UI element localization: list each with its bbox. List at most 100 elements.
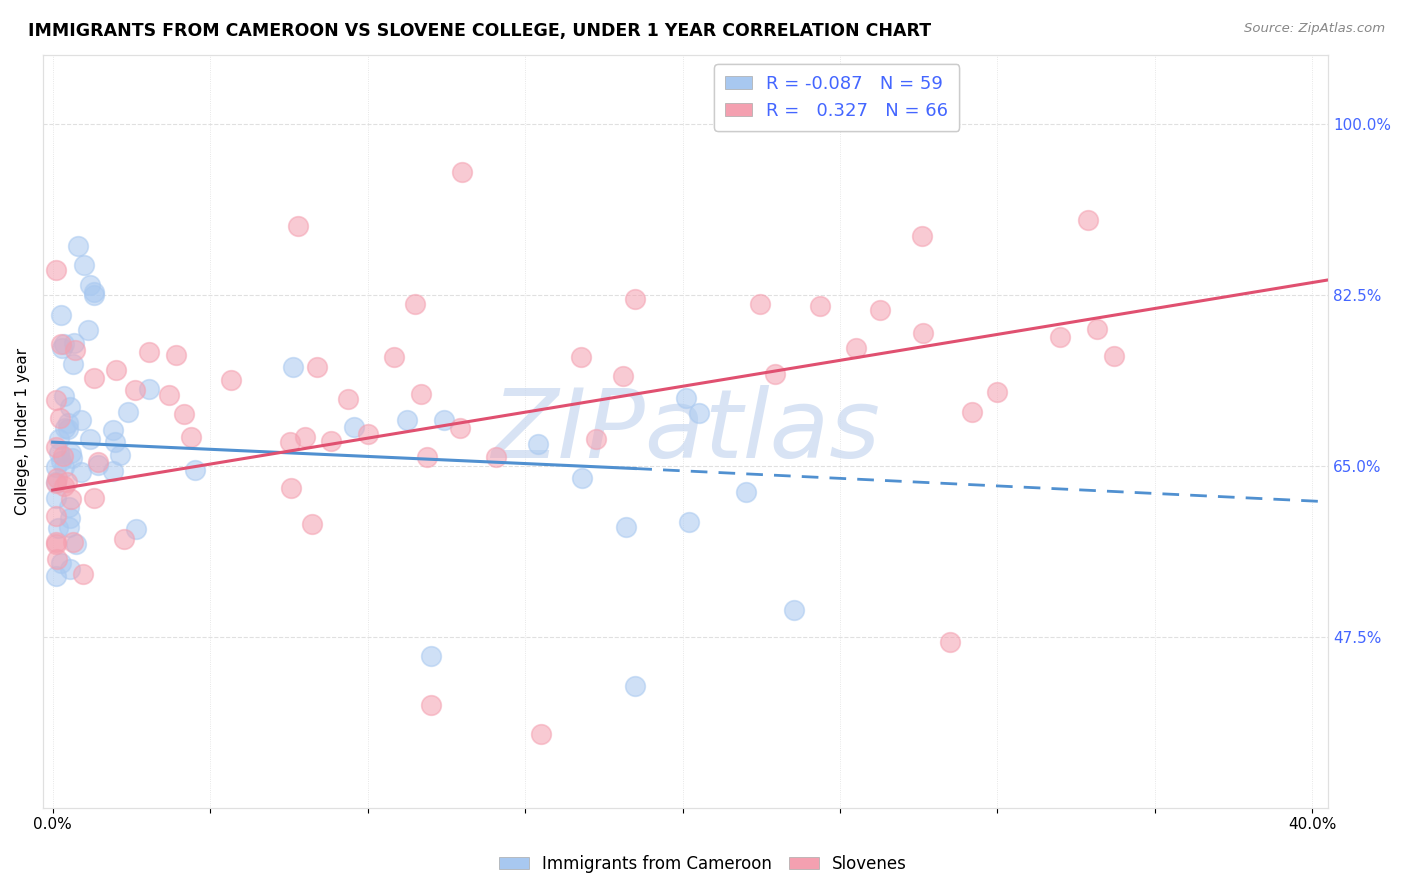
Point bbox=[294, 430, 316, 444]
Point bbox=[124, 383, 146, 397]
Point bbox=[45, 440, 67, 454]
Point bbox=[62, 534, 84, 549]
Point bbox=[76, 323, 98, 337]
Point bbox=[138, 344, 160, 359]
Point bbox=[49, 337, 72, 351]
Point bbox=[69, 465, 91, 479]
Point bbox=[585, 432, 607, 446]
Point bbox=[58, 520, 80, 534]
Y-axis label: College, Under 1 year: College, Under 1 year bbox=[15, 348, 30, 515]
Point bbox=[83, 285, 105, 300]
Point bbox=[419, 649, 441, 664]
Point bbox=[138, 382, 160, 396]
Point bbox=[60, 492, 83, 507]
Point bbox=[451, 165, 474, 179]
Point bbox=[45, 508, 67, 523]
Point bbox=[63, 343, 86, 357]
Point bbox=[184, 463, 207, 477]
Point bbox=[180, 430, 202, 444]
Point bbox=[103, 423, 125, 437]
Point bbox=[173, 407, 195, 421]
Point bbox=[911, 228, 934, 243]
Point bbox=[357, 426, 380, 441]
Point bbox=[56, 417, 79, 431]
Point bbox=[66, 238, 89, 252]
Point bbox=[415, 450, 437, 465]
Point bbox=[301, 517, 323, 532]
Point bbox=[485, 450, 508, 464]
Point bbox=[48, 432, 70, 446]
Point bbox=[1049, 330, 1071, 344]
Point bbox=[384, 350, 406, 364]
Point bbox=[845, 342, 868, 356]
Point bbox=[986, 385, 1008, 400]
Point bbox=[55, 475, 77, 489]
Point bbox=[104, 434, 127, 449]
Point bbox=[48, 521, 70, 535]
Point bbox=[58, 500, 80, 514]
Point bbox=[612, 368, 634, 383]
Point bbox=[530, 727, 553, 741]
Point bbox=[280, 481, 302, 495]
Point bbox=[939, 634, 962, 648]
Point bbox=[83, 287, 105, 301]
Point bbox=[56, 422, 79, 436]
Legend: R = -0.087   N = 59, R =   0.327   N = 66: R = -0.087 N = 59, R = 0.327 N = 66 bbox=[714, 64, 959, 131]
Point bbox=[45, 392, 67, 407]
Point bbox=[65, 537, 87, 551]
Point bbox=[159, 388, 181, 402]
Point bbox=[70, 413, 93, 427]
Point bbox=[45, 491, 67, 505]
Point bbox=[108, 448, 131, 462]
Point bbox=[53, 459, 76, 474]
Point bbox=[83, 491, 105, 505]
Point bbox=[45, 537, 67, 551]
Point bbox=[87, 458, 110, 473]
Point bbox=[569, 350, 592, 364]
Point bbox=[62, 358, 84, 372]
Point bbox=[911, 326, 934, 340]
Point bbox=[45, 460, 67, 475]
Point bbox=[336, 392, 359, 406]
Point bbox=[52, 449, 75, 463]
Point bbox=[79, 432, 101, 446]
Point bbox=[419, 698, 441, 712]
Point bbox=[60, 451, 83, 466]
Point bbox=[449, 421, 471, 435]
Text: IMMIGRANTS FROM CAMEROON VS SLOVENE COLLEGE, UNDER 1 YEAR CORRELATION CHART: IMMIGRANTS FROM CAMEROON VS SLOVENE COLL… bbox=[28, 22, 931, 40]
Point bbox=[104, 362, 127, 376]
Point bbox=[83, 371, 105, 385]
Legend: Immigrants from Cameroon, Slovenes: Immigrants from Cameroon, Slovenes bbox=[492, 848, 914, 880]
Point bbox=[526, 436, 548, 450]
Point bbox=[433, 413, 456, 427]
Point bbox=[319, 434, 342, 448]
Text: ZIPatlas: ZIPatlas bbox=[491, 385, 880, 478]
Point bbox=[52, 389, 75, 403]
Point bbox=[72, 566, 94, 581]
Point bbox=[73, 258, 96, 272]
Point bbox=[63, 336, 86, 351]
Point bbox=[45, 569, 67, 583]
Point bbox=[287, 219, 309, 234]
Point bbox=[1085, 322, 1108, 336]
Point bbox=[675, 392, 697, 406]
Point bbox=[396, 413, 419, 427]
Point bbox=[53, 336, 76, 351]
Point bbox=[678, 515, 700, 529]
Point bbox=[45, 475, 67, 489]
Point bbox=[87, 455, 110, 469]
Point bbox=[59, 562, 82, 576]
Point bbox=[688, 406, 710, 420]
Point bbox=[735, 484, 758, 499]
Point bbox=[49, 556, 72, 570]
Point bbox=[614, 519, 637, 533]
Point bbox=[51, 308, 73, 322]
Point bbox=[571, 471, 593, 485]
Point bbox=[112, 532, 135, 546]
Point bbox=[404, 296, 426, 310]
Point bbox=[117, 405, 139, 419]
Point bbox=[48, 445, 70, 459]
Point bbox=[748, 297, 770, 311]
Point bbox=[60, 446, 83, 460]
Point bbox=[808, 299, 831, 313]
